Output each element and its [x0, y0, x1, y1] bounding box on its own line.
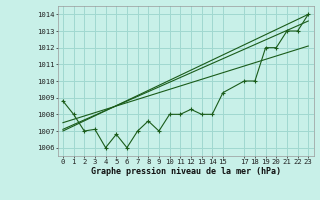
X-axis label: Graphe pression niveau de la mer (hPa): Graphe pression niveau de la mer (hPa) [91, 167, 281, 176]
